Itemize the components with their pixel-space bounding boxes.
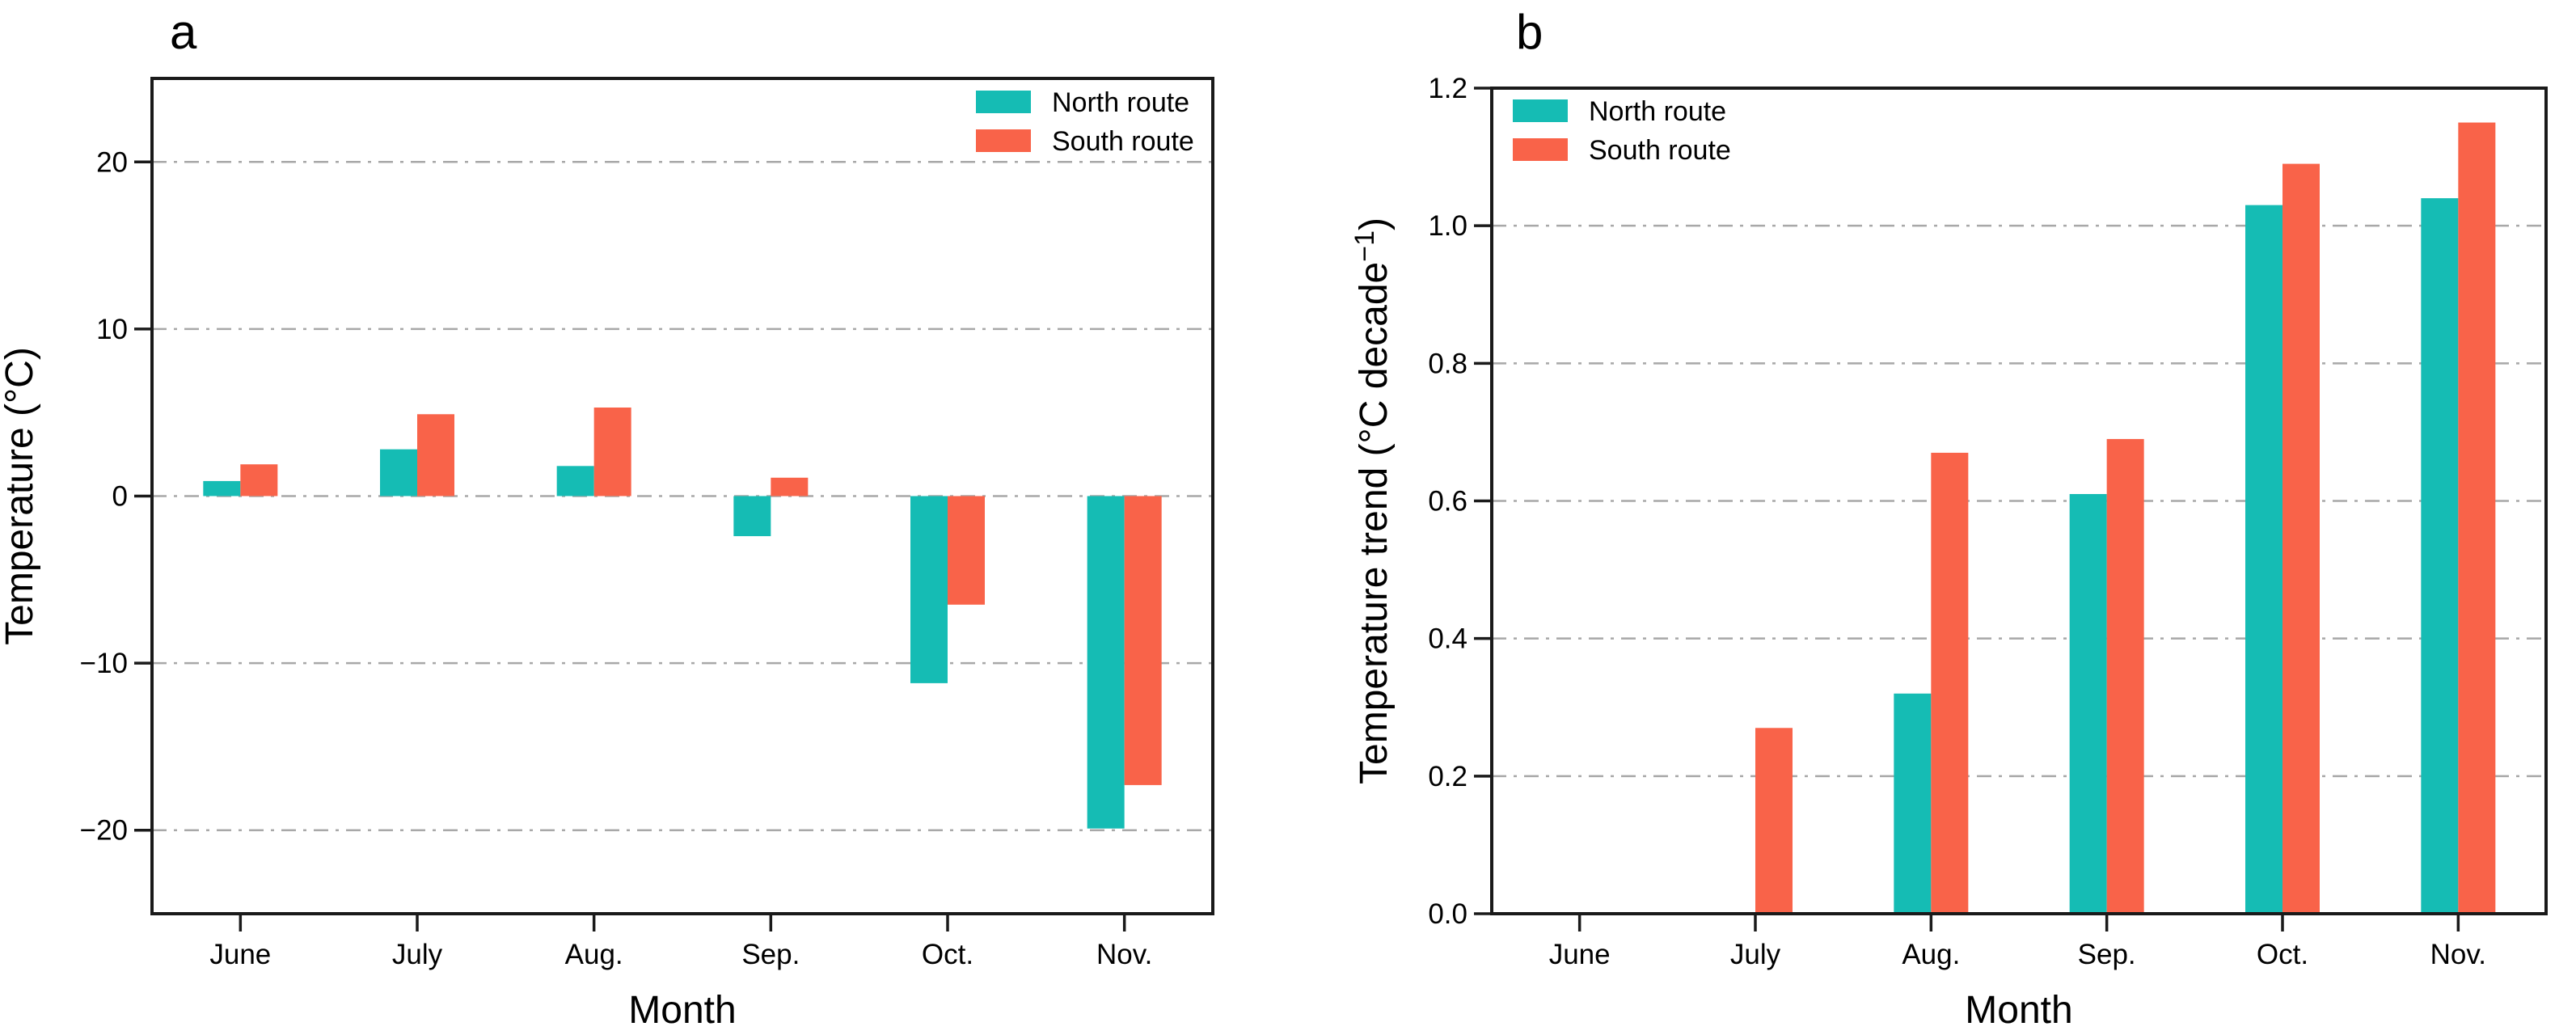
bar-north-route bbox=[203, 480, 241, 496]
y-tick-label: 20 bbox=[96, 146, 128, 178]
bar-south-route bbox=[2458, 122, 2496, 914]
legend-swatch-south-route bbox=[976, 129, 1031, 152]
y-tick-label: 0 bbox=[112, 481, 128, 513]
bar-north-route bbox=[1087, 496, 1125, 829]
bar-south-route bbox=[2106, 438, 2144, 914]
y-tick-label: 0.2 bbox=[1428, 761, 1467, 792]
x-tick-label: July bbox=[1730, 939, 1781, 970]
panel-label-b: b bbox=[1516, 5, 1543, 59]
x-tick-label: June bbox=[209, 939, 271, 970]
bar-south-route bbox=[948, 496, 985, 605]
y-tick-label: 1.2 bbox=[1428, 73, 1467, 104]
x-tick-label: June bbox=[1549, 939, 1611, 970]
bar-south-route bbox=[2283, 163, 2320, 914]
legend-swatch-south-route bbox=[1513, 138, 1568, 161]
bar-south-route bbox=[1931, 452, 1969, 914]
bar-south-route bbox=[240, 464, 278, 496]
x-tick-label: Aug. bbox=[565, 939, 623, 970]
bar-south-route bbox=[1755, 728, 1793, 914]
bar-north-route bbox=[556, 466, 594, 496]
x-axis-label: Month bbox=[628, 989, 736, 1032]
bar-south-route bbox=[593, 408, 631, 496]
y-tick-label: −10 bbox=[80, 648, 128, 679]
y-tick-label: 1.0 bbox=[1428, 210, 1467, 242]
legend-swatch-north-route bbox=[976, 91, 1031, 113]
bar-south-route bbox=[771, 477, 809, 496]
y-axis-label: Temperature (°C) bbox=[0, 347, 41, 645]
bar-north-route bbox=[910, 496, 948, 683]
x-tick-label: Sep. bbox=[741, 939, 800, 970]
bar-south-route bbox=[1124, 496, 1162, 785]
x-axis-label: Month bbox=[1965, 989, 2072, 1032]
bar-north-route bbox=[2069, 493, 2107, 914]
panel-a: a 20 10 0 −10 −20 June July Aug. Sep. Oct. Nov. Mon… bbox=[0, 5, 1214, 1032]
y-tick-label: −20 bbox=[80, 815, 128, 847]
x-tick-label: Nov. bbox=[2430, 939, 2486, 970]
bar-north-route bbox=[1894, 693, 1932, 914]
chart-a-temperature: 20 10 0 −10 −20 June July Aug. Sep. Oct. Nov. Month… bbox=[0, 77, 1214, 1032]
legend-label: South route bbox=[1589, 135, 1731, 166]
bar-south-route bbox=[417, 414, 454, 496]
x-tick-label: Nov. bbox=[1096, 939, 1152, 970]
bar-north-route bbox=[2245, 205, 2283, 914]
y-tick-label: 0.6 bbox=[1428, 486, 1467, 518]
legend-swatch-north-route bbox=[1513, 99, 1568, 122]
y-tick-label: 0.4 bbox=[1428, 623, 1467, 655]
legend-label: South route bbox=[1052, 126, 1194, 157]
bar-north-route bbox=[2421, 198, 2459, 915]
y-tick-label: 0.0 bbox=[1428, 898, 1467, 930]
y-tick-label: 10 bbox=[96, 314, 128, 345]
legend-label: North route bbox=[1589, 96, 1726, 127]
x-tick-label: Oct. bbox=[2257, 939, 2308, 970]
legend-label: North route bbox=[1052, 87, 1189, 118]
y-tick-label: 0.8 bbox=[1428, 348, 1467, 379]
bar-north-route bbox=[733, 496, 771, 537]
x-tick-label: July bbox=[392, 939, 443, 970]
x-tick-label: Oct. bbox=[922, 939, 973, 970]
x-tick-label: Aug. bbox=[1902, 939, 1960, 970]
panel-label-a: a bbox=[170, 5, 197, 59]
chart-b-temperature-trend: 1.2 1.0 0.8 0.6 0.4 0.2 0.0 June July Aug. Sep. Oct… bbox=[1349, 73, 2548, 1032]
panel-b: b 1.2 1.0 0.8 0.6 0.4 0.2 0.0 June July Aug. Sep. O… bbox=[1288, 0, 2576, 1035]
y-axis-label: Temperature trend (°C decade−1) bbox=[1349, 218, 1396, 784]
x-tick-label: Sep. bbox=[2078, 939, 2136, 970]
bar-north-route bbox=[380, 449, 417, 496]
